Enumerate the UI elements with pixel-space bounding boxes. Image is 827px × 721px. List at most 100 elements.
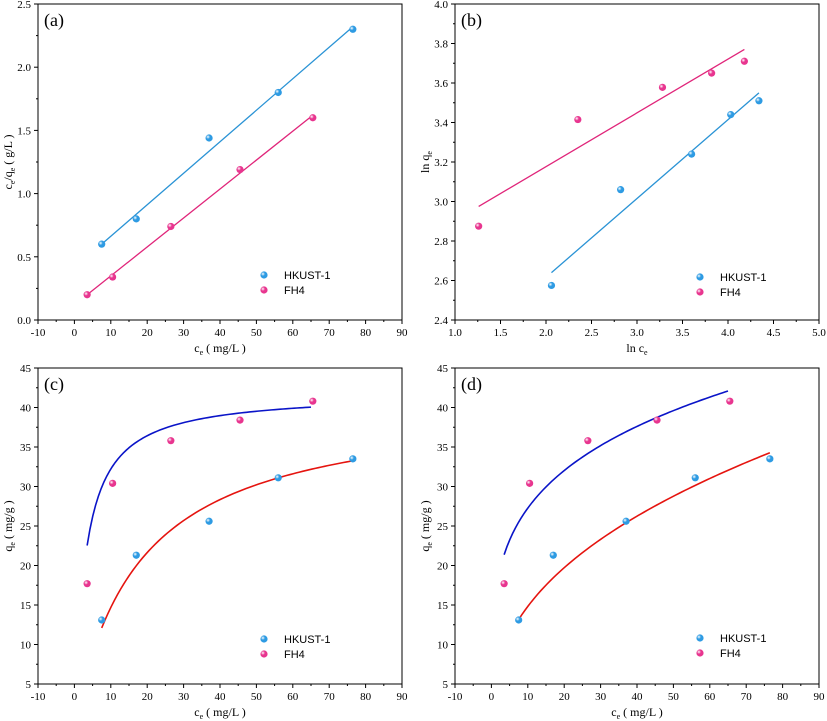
- legend-marker: [696, 634, 704, 642]
- data-point-hkust-1: [205, 517, 213, 525]
- data-point-fh4: [500, 580, 508, 588]
- x-tick-label: 50: [251, 327, 263, 339]
- y-tick-label: 3.8: [434, 39, 448, 51]
- x-tick-label: 4.5: [767, 327, 781, 339]
- y-tick-label: 35: [20, 442, 32, 454]
- data-point-hkust-1: [727, 111, 735, 119]
- y-tick-label: 20: [20, 561, 32, 573]
- x-tick-label: 20: [559, 691, 571, 703]
- fit-line-fh4: [478, 48, 745, 207]
- legend-marker: [260, 286, 268, 294]
- x-tick-label: 40: [215, 691, 227, 703]
- y-tick-label: 2.5: [17, 0, 31, 11]
- legend-label: FH4: [720, 648, 741, 660]
- x-tick-label: 70: [324, 327, 336, 339]
- x-tick-label: 70: [741, 691, 753, 703]
- y-axis-label: ln qe: [418, 151, 434, 173]
- data-point-hkust-1: [98, 240, 106, 248]
- legend-label: FH4: [284, 649, 305, 661]
- x-tick-label: 4.0: [721, 327, 735, 339]
- data-point-fh4: [236, 165, 244, 174]
- data-point-fh4: [83, 580, 91, 588]
- legend-label: FH4: [284, 285, 305, 297]
- legend-marker: [260, 271, 268, 279]
- y-tick-label: 2.8: [434, 236, 448, 248]
- x-tick-label: 40: [215, 327, 227, 339]
- data-point-fh4: [167, 222, 175, 231]
- legend-marker: [696, 649, 704, 657]
- x-tick-label: 2.5: [585, 327, 599, 339]
- fit-line-fh4: [86, 114, 314, 296]
- y-tick-label: 3.4: [434, 118, 448, 130]
- x-tick-label: 0: [72, 691, 78, 703]
- x-tick-label: 30: [595, 691, 607, 703]
- data-point-fh4: [167, 437, 175, 445]
- data-point-fh4: [526, 479, 534, 487]
- data-point-fh4: [658, 83, 667, 91]
- x-tick-label: 2.0: [539, 327, 553, 339]
- legend-marker: [696, 288, 704, 296]
- data-point-hkust-1: [549, 551, 557, 559]
- fit-line-hkust-1: [101, 26, 354, 245]
- y-tick-label: 45: [20, 363, 32, 375]
- y-tick-label: 25: [20, 521, 32, 533]
- data-point-fh4: [740, 57, 748, 65]
- data-point-fh4: [574, 115, 582, 124]
- data-point-fh4: [109, 273, 117, 281]
- y-tick-label: 15: [437, 600, 449, 612]
- y-axis-label: ce/qe ( g/L ): [1, 134, 17, 189]
- data-point-hkust-1: [349, 455, 357, 463]
- fit-line-hkust-1: [551, 92, 760, 274]
- data-point-hkust-1: [766, 455, 774, 463]
- y-tick-label: 30: [20, 482, 32, 494]
- data-point-fh4: [236, 416, 244, 424]
- y-tick-label: 2.4: [434, 315, 448, 327]
- legend-label: HKUST-1: [720, 633, 766, 645]
- x-tick-label: 80: [777, 691, 789, 703]
- y-tick-label: 15: [20, 600, 32, 612]
- x-tick-label: 80: [360, 327, 372, 339]
- data-point-hkust-1: [515, 616, 523, 624]
- data-point-hkust-1: [274, 474, 282, 482]
- y-tick-label: 0.0: [17, 315, 31, 327]
- x-tick-label: 50: [251, 691, 263, 703]
- x-tick-label: 50: [668, 691, 680, 703]
- x-tick-label: 1.0: [448, 327, 462, 339]
- panel-label: (a): [44, 10, 64, 31]
- x-axis-label: ln ce: [626, 341, 648, 357]
- x-tick-label: 60: [704, 691, 716, 703]
- x-tick-label: 80: [360, 691, 372, 703]
- y-tick-label: 1.0: [17, 189, 31, 201]
- x-tick-label: -10: [448, 691, 463, 703]
- legend-label: HKUST-1: [720, 272, 766, 284]
- data-point-hkust-1: [132, 551, 140, 559]
- x-tick-label: 30: [178, 691, 190, 703]
- x-tick-label: 90: [397, 327, 409, 339]
- x-tick-label: -10: [31, 327, 46, 339]
- x-tick-label: 10: [105, 327, 117, 339]
- data-point-hkust-1: [755, 97, 763, 105]
- x-tick-label: 10: [105, 691, 117, 703]
- x-tick-label: 3.0: [630, 327, 644, 339]
- plot-frame: [37, 3, 403, 321]
- x-tick-label: 10: [522, 691, 534, 703]
- y-tick-label: 30: [437, 482, 449, 494]
- x-tick-label: 3.5: [676, 327, 690, 339]
- data-point-fh4: [309, 397, 317, 405]
- y-tick-label: 45: [437, 363, 449, 375]
- fit-line-fh4: [86, 406, 312, 546]
- chart-panel-3: -10 0 10 20 30 40 50 60 70 80 90 5 10 15 20 25 30 35 40 45 c…: [1, 363, 408, 721]
- data-point-fh4: [708, 69, 716, 77]
- y-tick-label: 3.2: [434, 157, 448, 169]
- y-tick-label: 1.5: [17, 125, 31, 137]
- data-point-fh4: [109, 479, 117, 487]
- y-tick-label: 3.6: [434, 78, 448, 90]
- data-point-fh4: [726, 397, 734, 405]
- x-tick-label: 0: [489, 691, 495, 703]
- data-point-fh4: [584, 437, 592, 445]
- x-tick-label: -10: [31, 691, 46, 703]
- data-point-fh4: [653, 416, 661, 424]
- data-point-hkust-1: [349, 25, 357, 33]
- legend-marker: [260, 650, 268, 658]
